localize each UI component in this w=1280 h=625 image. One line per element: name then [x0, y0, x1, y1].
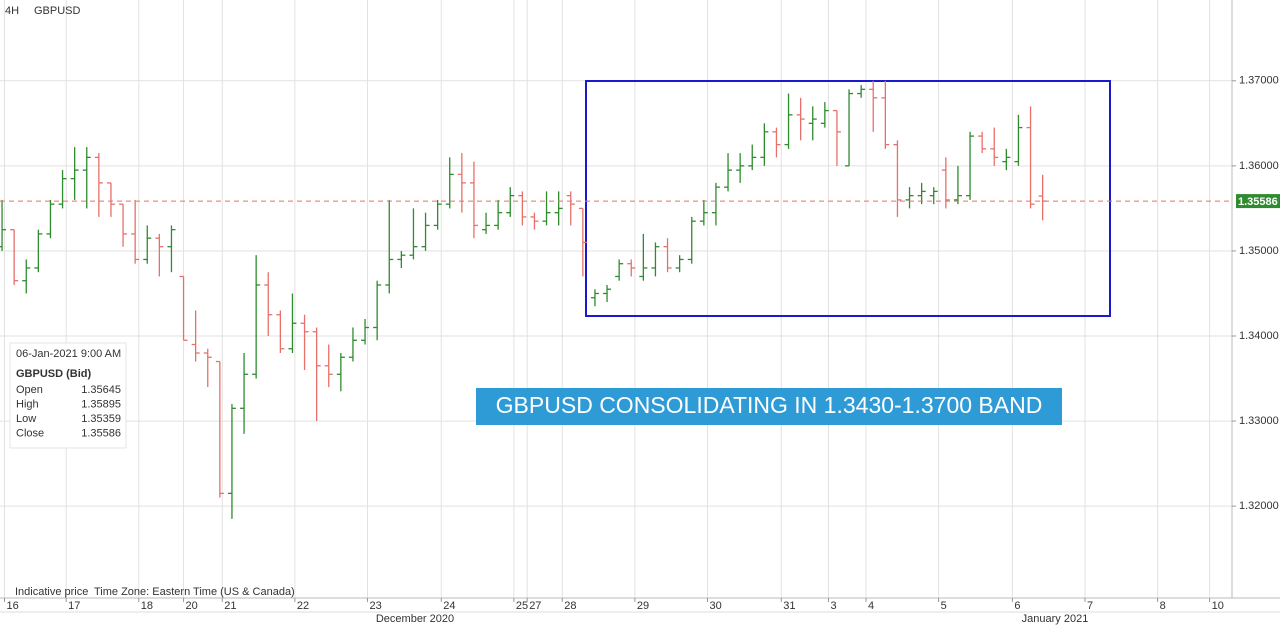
x-tick-label: 22	[297, 600, 309, 612]
info-rows: Open 1.35645 High 1.35895 Low 1.35359 Close 1.3…	[16, 384, 121, 440]
x-tick-label: 23	[369, 600, 381, 612]
x-tick-label: 25	[516, 600, 528, 612]
timeframe: 4H	[5, 5, 19, 17]
info-value: 1.35586	[81, 427, 121, 439]
x-tick-label: 20	[186, 600, 198, 612]
footer-note: Time Zone: Eastern Time (US & Canada)	[94, 586, 295, 598]
x-tick-label: 30	[709, 600, 721, 612]
range-box	[585, 80, 1111, 317]
x-tick-label: 5	[941, 600, 947, 612]
info-label: Close	[16, 427, 44, 439]
x-tick-label: 17	[68, 600, 80, 612]
y-tick-label: 1.37000	[1239, 75, 1279, 87]
info-value: 1.35645	[81, 384, 121, 396]
info-label: Low	[16, 413, 36, 425]
info-value: 1.35359	[81, 413, 121, 425]
x-tick-label: 21	[224, 600, 236, 612]
last-price-box	[1236, 194, 1280, 209]
info-label: Open	[16, 384, 43, 396]
x-tick-label: 28	[564, 600, 576, 612]
x-tick-label: 31	[783, 600, 795, 612]
info-label: High	[16, 398, 39, 410]
y-tick-label: 1.36000	[1239, 160, 1279, 172]
x-tick-label: 10	[1212, 600, 1224, 612]
y-tick-label: 1.32000	[1239, 500, 1279, 512]
y-tick-label: 1.34000	[1239, 330, 1279, 342]
info-symbol: GBPUSD (Bid)	[16, 368, 92, 380]
x-tick-label: 4	[868, 600, 874, 612]
x-tick-label: 7	[1087, 600, 1093, 612]
last-price-label: 1.35586	[1238, 196, 1278, 208]
month-label: January 2021	[1022, 613, 1089, 625]
chart-title: GBPUSD	[34, 5, 81, 17]
annotation: GBPUSD CONSOLIDATING IN 1.3430-1.3700 BA…	[496, 392, 1043, 418]
info-date: 06-Jan-2021 9:00 AM	[16, 348, 121, 360]
annotation-banner	[476, 388, 1062, 425]
y-tick-label: 1.33000	[1239, 415, 1279, 427]
info-value: 1.35895	[81, 398, 121, 410]
grid	[0, 0, 1232, 598]
x-tick-label: 16	[6, 600, 18, 612]
bars	[0, 80, 1047, 519]
x-tick-label: 27	[529, 600, 541, 612]
x-tick-label: 6	[1014, 600, 1020, 612]
y-tick-label: 1.35000	[1239, 245, 1279, 257]
footer-note: Indicative price	[15, 586, 88, 598]
x-tick-label: 29	[637, 600, 649, 612]
x-tick-label: 18	[141, 600, 153, 612]
info-box	[9, 342, 127, 449]
month-label: December 2020	[376, 613, 454, 625]
x-tick-label: 8	[1160, 600, 1166, 612]
x-tick-label: 3	[830, 600, 836, 612]
x-tick-label: 24	[443, 600, 455, 612]
